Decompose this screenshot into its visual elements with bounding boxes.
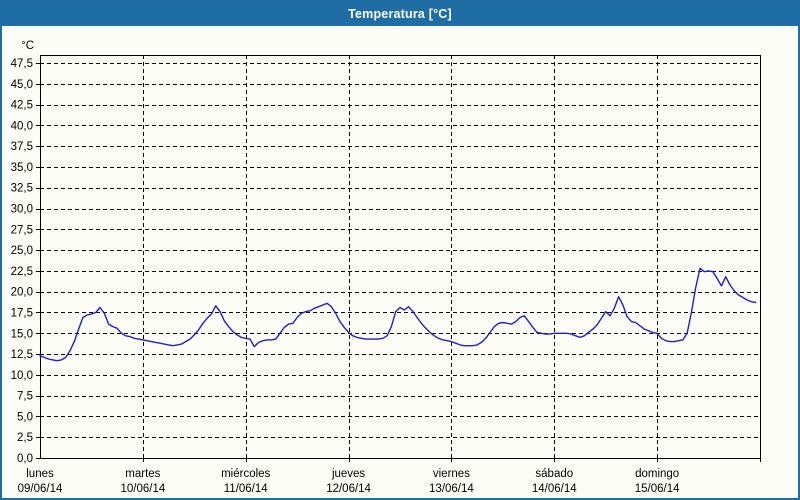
- x-date-label: 10/06/14: [120, 483, 165, 495]
- x-date-label: 15/06/14: [635, 483, 680, 495]
- y-tick-label: 0,0: [17, 453, 33, 465]
- y-tick-label: 12,5: [11, 349, 33, 361]
- x-day-label: martes: [125, 468, 160, 480]
- y-axis-unit-label: °C: [21, 40, 34, 52]
- window-title: Temperatura [°C]: [348, 7, 452, 21]
- x-date-label: 09/06/14: [18, 483, 63, 495]
- x-date-label: 13/06/14: [429, 483, 474, 495]
- y-tick-label: 37,5: [11, 141, 33, 153]
- gridlines: [40, 55, 760, 458]
- x-day-label: lunes: [26, 468, 54, 480]
- window-title-bar: Temperatura [°C]: [2, 2, 798, 26]
- y-tick-label: 47,5: [11, 58, 33, 70]
- y-tick-label: 30,0: [11, 204, 33, 216]
- y-tick-label: 45,0: [11, 79, 33, 91]
- y-tick-label: 17,5: [11, 307, 33, 319]
- y-axis-labels: 0,0 2,5 5,0 7,5 10,0 12,5 15,0 17,5 20,0 22,5 25,0…: [11, 40, 34, 465]
- x-day-label: domingo: [635, 468, 679, 480]
- x-date-label: 12/06/14: [326, 483, 371, 495]
- y-tick-label: 5,0: [17, 411, 33, 423]
- y-tick-label: 35,0: [11, 162, 33, 174]
- x-day-label: viernes: [433, 468, 470, 480]
- axis-ticks: [36, 63, 761, 462]
- x-day-label: miércoles: [221, 468, 270, 480]
- y-tick-label: 20,0: [11, 287, 33, 299]
- y-tick-label: 22,5: [11, 266, 33, 278]
- y-tick-label: 40,0: [11, 120, 33, 132]
- y-tick-label: 15,0: [11, 328, 33, 340]
- temperature-series-line: [39, 267, 757, 362]
- plot-frame: [40, 55, 761, 459]
- y-tick-label: 32,5: [11, 183, 33, 195]
- y-tick-label: 10,0: [11, 370, 33, 382]
- x-day-label: sábado: [535, 468, 573, 480]
- x-date-label: 11/06/14: [224, 483, 269, 495]
- y-tick-label: 2,5: [17, 432, 33, 444]
- x-day-label: jueves: [331, 468, 365, 480]
- y-tick-label: 25,0: [11, 245, 33, 257]
- y-tick-label: 7,5: [17, 391, 33, 403]
- y-tick-label: 42,5: [11, 100, 33, 112]
- y-tick-label: 27,5: [11, 224, 33, 236]
- x-axis-labels: lunes 09/06/14 martes 10/06/14 miércoles 11/0…: [18, 468, 681, 495]
- x-date-label: 14/06/14: [532, 483, 577, 495]
